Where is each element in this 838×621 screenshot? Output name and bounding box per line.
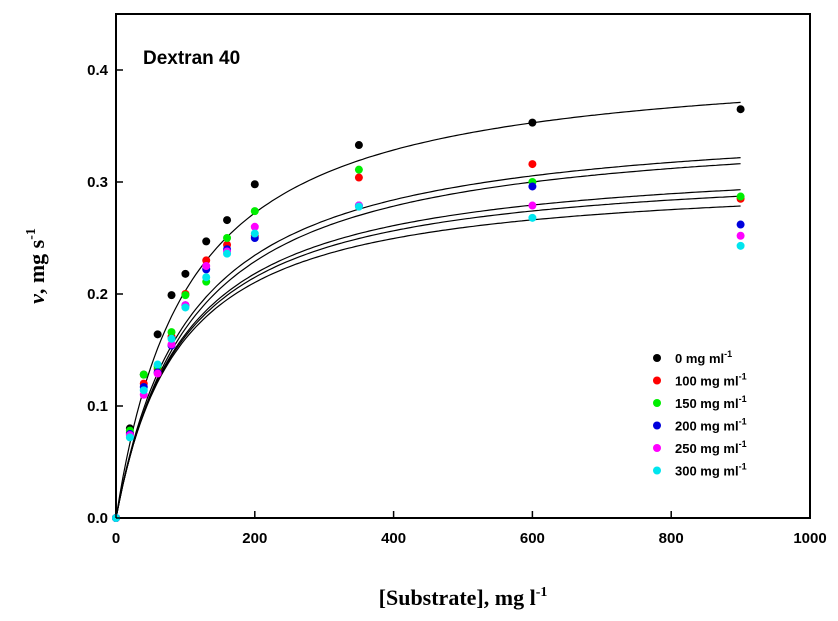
data-point (223, 249, 232, 258)
fit-curve (115, 195, 741, 519)
data-point (153, 360, 162, 369)
x-axis-title-text: [Substrate], mg l (379, 585, 536, 610)
legend-label: 200 mg ml-1 (675, 417, 747, 434)
y-axis-title-sup: -1 (24, 228, 39, 240)
legend-label: 100 mg ml-1 (675, 372, 747, 389)
y-tick-label: 0.4 (87, 62, 109, 79)
data-point (181, 291, 190, 300)
data-point (354, 141, 363, 150)
x-tick-label: 200 (242, 530, 267, 547)
y-axis-title: v, mg s-1 (24, 228, 49, 304)
data-points (112, 105, 745, 522)
data-point (528, 182, 537, 191)
y-tick-label: 0.0 (87, 510, 108, 527)
legend-label-text: 150 mg ml (675, 396, 739, 411)
x-tick-label: 400 (381, 530, 406, 547)
legend-marker (653, 444, 661, 452)
legend-label-text: 300 mg ml (675, 464, 739, 479)
fit-curve (115, 101, 741, 519)
data-point (736, 220, 745, 229)
data-point (139, 370, 148, 379)
y-axis-title-text: , mg s (24, 239, 49, 294)
legend-label-text: 200 mg ml (675, 419, 739, 434)
data-point (202, 273, 211, 282)
data-point (202, 256, 211, 265)
data-point (202, 262, 211, 270)
data-point (167, 291, 176, 300)
x-tick-label: 1000 (793, 530, 826, 547)
fit-curve (115, 189, 741, 519)
legend-label: 250 mg ml-1 (675, 439, 747, 456)
legend-label: 150 mg ml-1 (675, 394, 747, 411)
y-axis: 0.0 0.1 0.2 0.3 0.4 (87, 62, 123, 527)
legend-marker (653, 376, 661, 385)
data-point (181, 303, 190, 312)
data-point (736, 105, 745, 114)
legend-label-text: 0 mg ml (675, 351, 724, 366)
y-tick-label: 0.3 (87, 174, 108, 191)
data-point (181, 269, 190, 278)
data-point (125, 433, 134, 442)
legend-label-sup: -1 (739, 394, 747, 404)
data-point (736, 192, 745, 201)
data-point (250, 180, 259, 189)
x-axis-title-sup: -1 (536, 585, 548, 600)
x-tick-label: 600 (520, 530, 545, 547)
legend-label: 0 mg ml-1 (675, 349, 732, 366)
data-point (250, 207, 259, 216)
data-point (528, 201, 537, 210)
legend-label-text: 100 mg ml (675, 374, 739, 389)
y-axis-title-italic: v (24, 294, 49, 304)
fit-curve (115, 205, 741, 519)
data-point (354, 173, 363, 182)
data-point (202, 237, 211, 246)
x-axis-title: [Substrate], mg l-1 (379, 585, 548, 610)
data-point (167, 340, 176, 349)
data-point (167, 328, 176, 337)
fit-curve (115, 163, 741, 519)
data-point (528, 213, 537, 222)
legend-marker (653, 399, 661, 407)
x-tick-label: 0 (112, 530, 120, 547)
legend-label-sup: -1 (739, 439, 747, 449)
legend-marker (653, 466, 661, 475)
legend-label-sup: -1 (724, 349, 732, 359)
data-point (153, 330, 162, 339)
fit-curves (115, 101, 741, 519)
data-point (223, 216, 232, 225)
data-point (153, 369, 162, 378)
y-tick-label: 0.2 (87, 286, 108, 303)
legend-label: 300 mg ml-1 (675, 462, 747, 479)
y-tick-label: 0.1 (87, 398, 108, 415)
plot-frame (115, 13, 811, 519)
x-tick-label: 800 (659, 530, 684, 547)
fit-curve (115, 157, 741, 519)
legend-label-text: 250 mg ml (675, 441, 739, 456)
data-point (250, 222, 259, 231)
legend-marker (653, 421, 661, 430)
data-point (139, 386, 148, 395)
chart-title: Dextran 40 (143, 48, 240, 69)
x-axis: 0 200 400 600 800 1000 (112, 511, 827, 547)
legend-label-sup: -1 (739, 372, 747, 382)
data-point (223, 234, 232, 242)
data-point (736, 241, 745, 250)
data-point (167, 334, 176, 343)
data-point (354, 165, 363, 174)
data-point (354, 202, 363, 211)
legend-marker (653, 354, 661, 362)
data-point (528, 160, 537, 169)
data-point (528, 118, 537, 127)
legend-label-sup: -1 (739, 417, 747, 427)
legend-label-sup: -1 (739, 462, 747, 472)
data-point (736, 231, 745, 240)
data-point (250, 229, 259, 238)
